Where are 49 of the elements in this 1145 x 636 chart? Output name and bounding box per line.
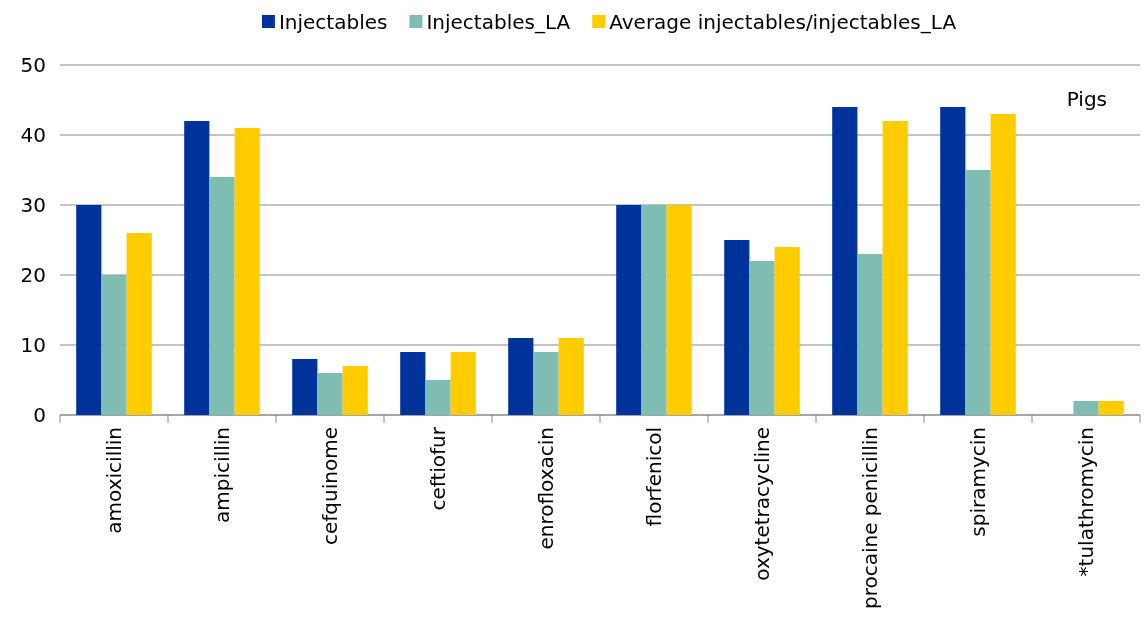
bar (76, 205, 102, 415)
bar (342, 366, 368, 415)
bar (666, 205, 692, 415)
bar (749, 261, 775, 415)
bar (317, 373, 343, 415)
bar (641, 205, 667, 415)
y-tick-label: 0 (33, 402, 46, 427)
bar (184, 121, 210, 415)
bar (558, 338, 584, 415)
bar (990, 114, 1016, 415)
x-tick-label: cefquinome (318, 427, 342, 545)
bar (857, 254, 883, 415)
x-tick-label: ampicillin (210, 427, 234, 523)
bar (508, 338, 534, 415)
x-tick-label: oxytetracycline (750, 427, 774, 581)
bar (450, 352, 476, 415)
x-tick-label: procaine penicillin (858, 427, 882, 609)
bar (234, 128, 260, 415)
legend-label: Injectables (278, 10, 388, 34)
annotation: Pigs (1066, 87, 1107, 111)
legend-label: Average injectables/injectables_LA (609, 10, 957, 34)
x-tick-label: spiramycin (966, 427, 990, 537)
y-tick-label: 50 (20, 52, 46, 77)
bar (1073, 401, 1099, 415)
y-tick-label: 40 (20, 122, 46, 147)
x-tick-label: ceftiofur (426, 426, 450, 511)
bar (126, 233, 152, 415)
bar (533, 352, 559, 415)
bar (616, 205, 642, 415)
legend-label: Injectables_LA (426, 10, 571, 34)
bar (425, 380, 451, 415)
bar (832, 107, 858, 415)
bar (1098, 401, 1124, 415)
x-tick-label: enrofloxacin (534, 427, 558, 550)
bar (940, 107, 966, 415)
x-tick-label: florfenicol (642, 427, 666, 527)
y-tick-label: 10 (20, 332, 46, 357)
bar (882, 121, 908, 415)
bar (209, 177, 235, 415)
y-tick-label: 20 (20, 262, 46, 287)
bar (774, 247, 800, 415)
x-tick-label: amoxicillin (102, 427, 126, 534)
bar (400, 352, 426, 415)
x-tick-label: *tulathromycin (1074, 427, 1098, 577)
bar (292, 359, 318, 415)
bar (724, 240, 750, 415)
y-tick-label: 30 (20, 192, 46, 217)
bar (101, 275, 127, 415)
bar (965, 170, 991, 415)
